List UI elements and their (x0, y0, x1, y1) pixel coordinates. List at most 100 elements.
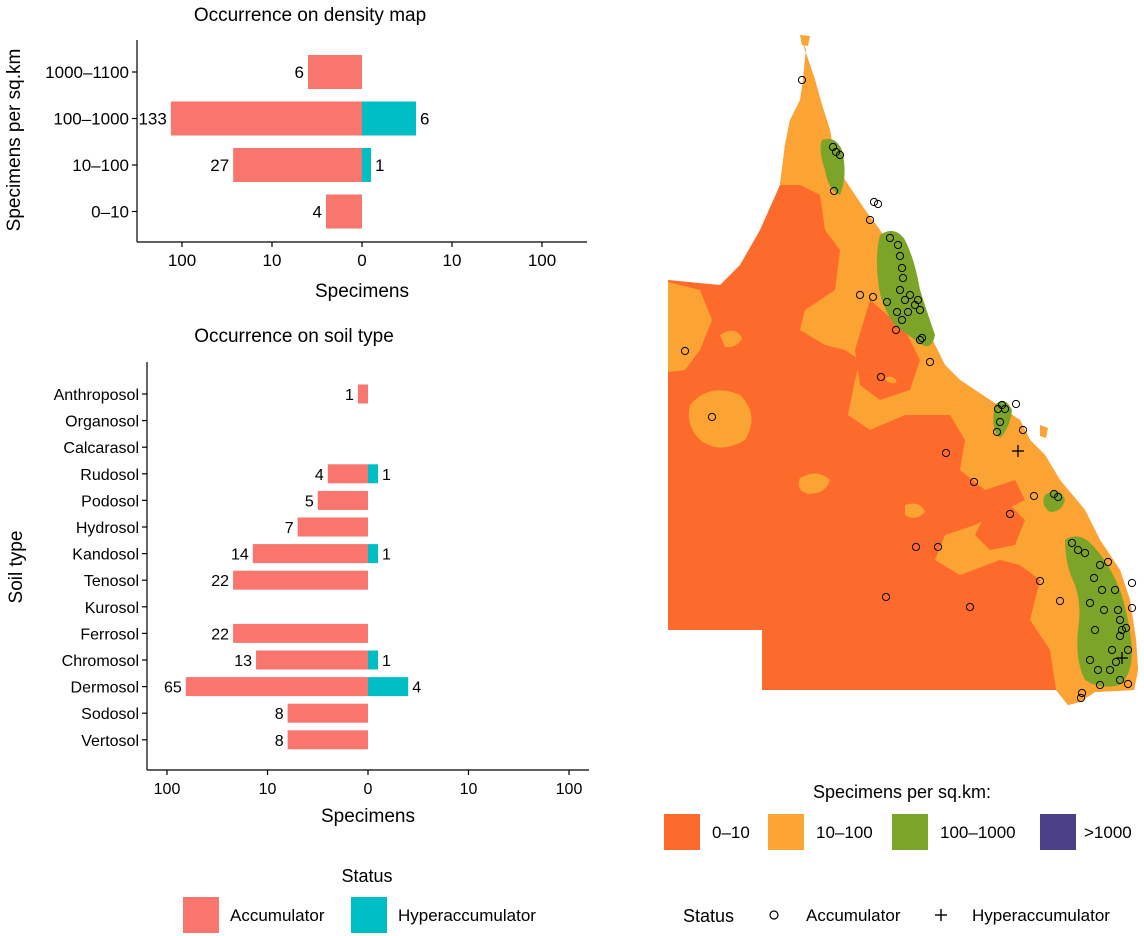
map-island-east (1040, 425, 1048, 438)
data-label-accumulator-anthroposol: 1 (345, 387, 354, 404)
bar-accumulator-anthroposol (357, 384, 368, 404)
chart2-xtick-label-0: 100 (154, 781, 181, 798)
chart2-xtick-label-2: 0 (364, 781, 373, 798)
map-point-accumulator (1107, 645, 1117, 655)
bar-accumulator-tenosol (233, 570, 368, 590)
map-point-accumulator (1000, 404, 1010, 414)
chart2-ylabel-chromosol: Chromosol (62, 653, 139, 670)
chart1-xtick-label-1: 10 (263, 251, 282, 270)
map-point-accumulator (1005, 509, 1015, 519)
bar-accumulator-hydrosol (297, 517, 368, 537)
map-region-100-1000-wet-tropics (876, 231, 935, 347)
density-key-10-100 (768, 814, 804, 850)
map-point-accumulator (797, 75, 807, 85)
status-legend-title: Status (341, 866, 392, 886)
chart2-xtick-label-3: 10 (460, 781, 478, 798)
data-label-accumulator-sodosol: 8 (275, 706, 284, 723)
density-label-gt-1000: >1000 (1084, 823, 1132, 842)
chart2-ylabel-calcarasol: Calcarasol (63, 440, 139, 457)
map-point-accumulator (1127, 603, 1137, 613)
map-point-accumulator (965, 602, 975, 612)
bar-accumulator-0-10 (326, 194, 362, 229)
map-point-accumulator (707, 412, 717, 422)
bar-hyperaccumulator-100-1000 (362, 101, 416, 136)
data-label-accumulator-vertosol: 8 (275, 733, 284, 750)
bar-accumulator-10-100 (233, 148, 362, 182)
legend-key-hyperaccumulator (351, 897, 387, 933)
map-point-accumulator (1089, 573, 1099, 583)
map-point-accumulator (1077, 688, 1087, 698)
map-point-hyperaccumulator (1012, 445, 1024, 457)
map-point-accumulator (1105, 665, 1115, 675)
map-point-accumulator (911, 542, 921, 552)
map-point-accumulator (1113, 605, 1123, 615)
map-point-accumulator (1123, 645, 1133, 655)
map-point-accumulator (829, 186, 839, 196)
chart2-ylabel-rudosol: Rudosol (80, 467, 139, 484)
map-point-accumulator (941, 448, 951, 458)
map-point-accumulator (1095, 560, 1105, 570)
bar-accumulator-100-1000 (170, 101, 362, 136)
map-region-10-100-island-c (798, 473, 830, 494)
chart2-title: Occurrence on soil type (194, 326, 394, 347)
bar-accumulator-ferrosol (233, 623, 368, 643)
map-point-accumulator (897, 263, 907, 273)
map-region-0-10-inner (855, 300, 920, 400)
map-point-accumulator (873, 199, 883, 209)
chart2-ylabel-tenosol: Tenosol (84, 573, 139, 590)
data-label-accumulator-kandosol: 14 (231, 547, 249, 564)
chart2-ylabel-podosol: Podosol (81, 493, 139, 510)
map-point-accumulator (1121, 623, 1131, 633)
map-status-legend-title: Status (683, 906, 734, 926)
chart2-xtick-label-4: 100 (556, 781, 583, 798)
data-label-hyperaccumulator-rudosol: 1 (382, 467, 391, 484)
data-label-accumulator-1000-1100: 6 (295, 63, 304, 82)
density-label-100-1000: 100–1000 (940, 823, 1016, 842)
data-label-hyperaccumulator-chromosol: 1 (382, 653, 391, 670)
map-point-accumulator (881, 592, 891, 602)
map-point-accumulator (882, 297, 892, 307)
map-point-accumulator (1053, 492, 1063, 502)
legend-label-accumulator: Accumulator (230, 906, 325, 925)
map-point-accumulator (1073, 545, 1083, 555)
map-point-accumulator (1076, 693, 1086, 703)
map-point-accumulator (892, 307, 902, 317)
status-legend: Status Accumulator Hyperaccumulator (183, 866, 536, 933)
chart2-ylabel-kurosol: Kurosol (85, 600, 139, 617)
map-point-accumulator (885, 233, 895, 243)
data-label-accumulator-10-100: 27 (210, 156, 229, 175)
map-region-100-1000-north (820, 138, 845, 195)
map-point-accumulator (903, 307, 913, 317)
map-point-accumulator (1117, 625, 1127, 635)
chart1-ylabel-1000-1100: 1000–1100 (45, 63, 129, 82)
map-point-accumulator (1093, 665, 1103, 675)
map-legend-plus-icon (935, 909, 947, 921)
map-point-accumulator (1115, 675, 1125, 685)
data-label-accumulator-chromosol: 13 (234, 653, 252, 670)
density-label-10-100: 10–100 (816, 823, 873, 842)
chart2-ylabel: Soil type (6, 531, 27, 604)
chart2-ylabel-hydrosol: Hydrosol (76, 520, 139, 537)
map-region-10-100 (780, 35, 1138, 705)
map-region-10-100-island-e (885, 376, 897, 384)
map-point-accumulator (865, 215, 875, 225)
chart2-ylabel-dermosol: Dermosol (71, 680, 139, 697)
map-region-10-100-island-b (720, 330, 742, 348)
map-point-accumulator (1110, 585, 1120, 595)
map-legend-circle-icon (769, 910, 779, 920)
data-label-hyperaccumulator-100-1000: 6 (420, 110, 429, 129)
legend-label-hyperaccumulator: Hyperaccumulator (398, 906, 536, 925)
chart1-ylabel-100-1000: 100–1000 (53, 110, 129, 129)
bar-accumulator-1000-1100 (308, 55, 362, 89)
soil-bar-chart: Occurrence on soil type Soil type 14 1571… (6, 326, 589, 827)
map-point-accumulator (913, 295, 923, 305)
chart2-ylabel-sodosol: Sodosol (81, 706, 139, 723)
bar-accumulator-chromosol (256, 650, 368, 670)
queensland-density-map (668, 35, 1138, 705)
map-point-hyperaccumulator (1116, 652, 1128, 664)
map-point-accumulator (897, 315, 907, 325)
map-point-accumulator (917, 333, 927, 343)
map-point-accumulator (1011, 399, 1021, 409)
map-point-accumulator (835, 150, 845, 160)
